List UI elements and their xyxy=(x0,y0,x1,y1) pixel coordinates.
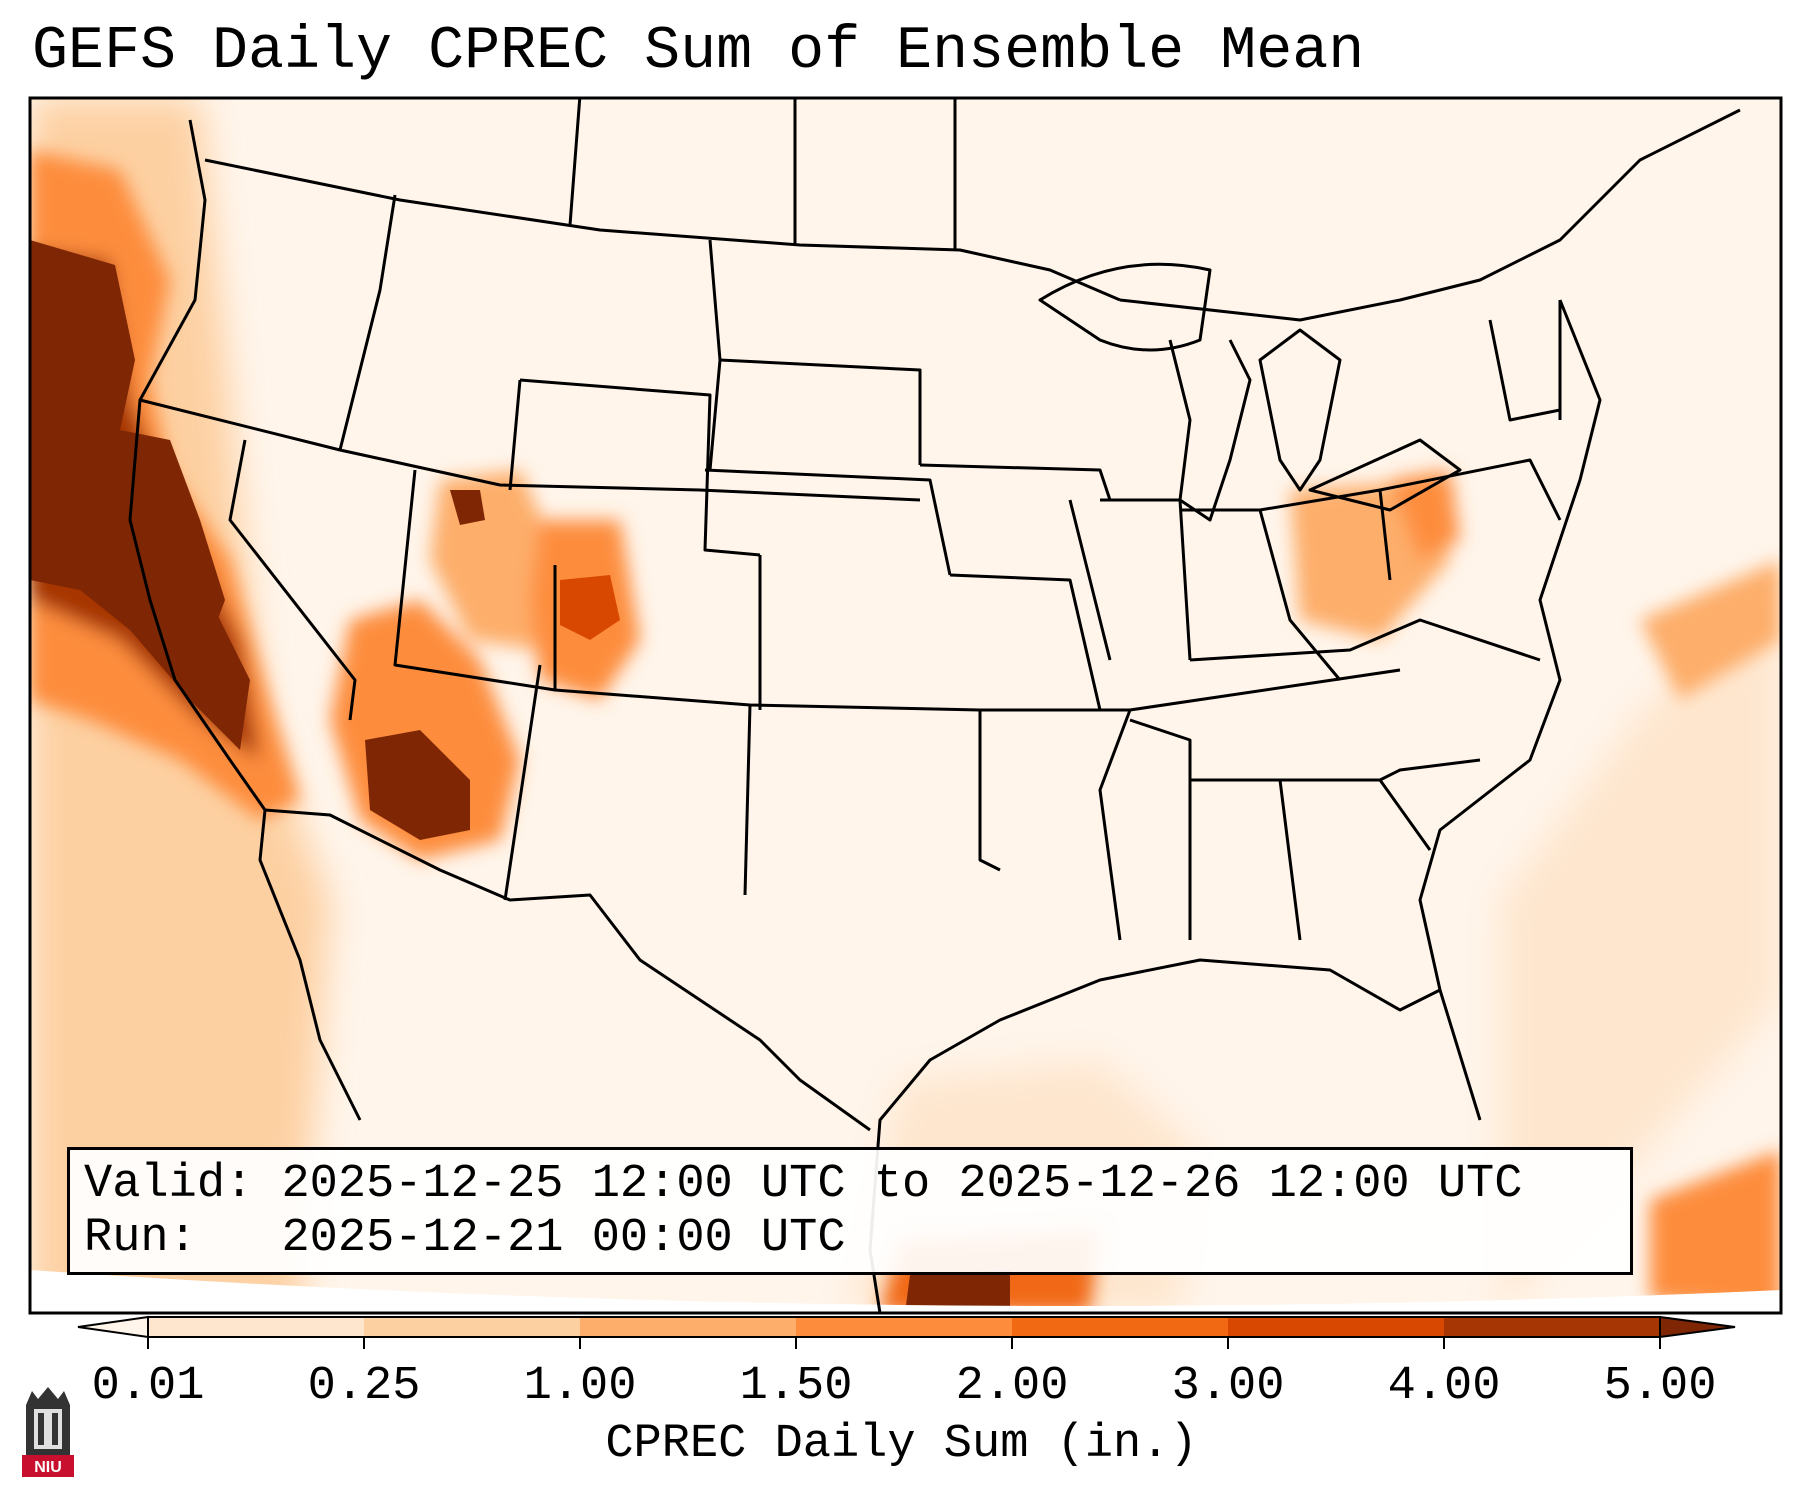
colorbar-tick-label: 3.00 xyxy=(1171,1360,1285,1413)
colorbar-min-extension xyxy=(77,1315,149,1339)
colorbar-tick-label: 4.00 xyxy=(1387,1360,1501,1413)
colorbar-tick-label: 2.00 xyxy=(955,1360,1069,1413)
colorbar xyxy=(77,1315,1736,1349)
colorbar-segment xyxy=(364,1317,581,1337)
valid-value: 2025-12-25 12:00 UTC to 2025-12-26 12:00… xyxy=(281,1158,1523,1211)
colorbar-segment xyxy=(580,1317,797,1337)
valid-run-info-box: Valid: 2025-12-25 12:00 UTC to 2025-12-2… xyxy=(67,1147,1633,1275)
colorbar-segment xyxy=(1444,1317,1661,1337)
colorbar-segment xyxy=(1228,1317,1445,1337)
logo-text: NIU xyxy=(34,1459,62,1476)
run-value: 2025-12-21 00:00 UTC xyxy=(281,1212,846,1265)
valid-label: Valid: xyxy=(84,1158,254,1211)
colorbar-tick-label: 5.00 xyxy=(1603,1360,1717,1413)
colorbar-outline xyxy=(147,1316,1661,1338)
colorbar-tick-label: 1.00 xyxy=(523,1360,637,1413)
colorbar-tick-label: 0.25 xyxy=(307,1360,421,1413)
map-title: GEFS Daily CPREC Sum of Ensemble Mean xyxy=(32,18,1365,86)
colorbar-label: CPREC Daily Sum (in.) xyxy=(605,1418,1198,1471)
colorbar-segment xyxy=(148,1317,365,1337)
colorbar-tick-label: 0.01 xyxy=(91,1360,205,1413)
boundaries xyxy=(128,98,1741,1313)
colorbar-segment xyxy=(1012,1317,1229,1337)
colorbar-tick-label: 1.50 xyxy=(739,1360,853,1413)
map-frame xyxy=(28,96,1783,1315)
run-label: Run: xyxy=(84,1212,197,1265)
colorbar-segment xyxy=(796,1317,1013,1337)
precip-field xyxy=(30,98,1781,1313)
niu-logo-icon: NIU xyxy=(22,1387,74,1477)
colorbar-max-extension xyxy=(1659,1315,1736,1339)
